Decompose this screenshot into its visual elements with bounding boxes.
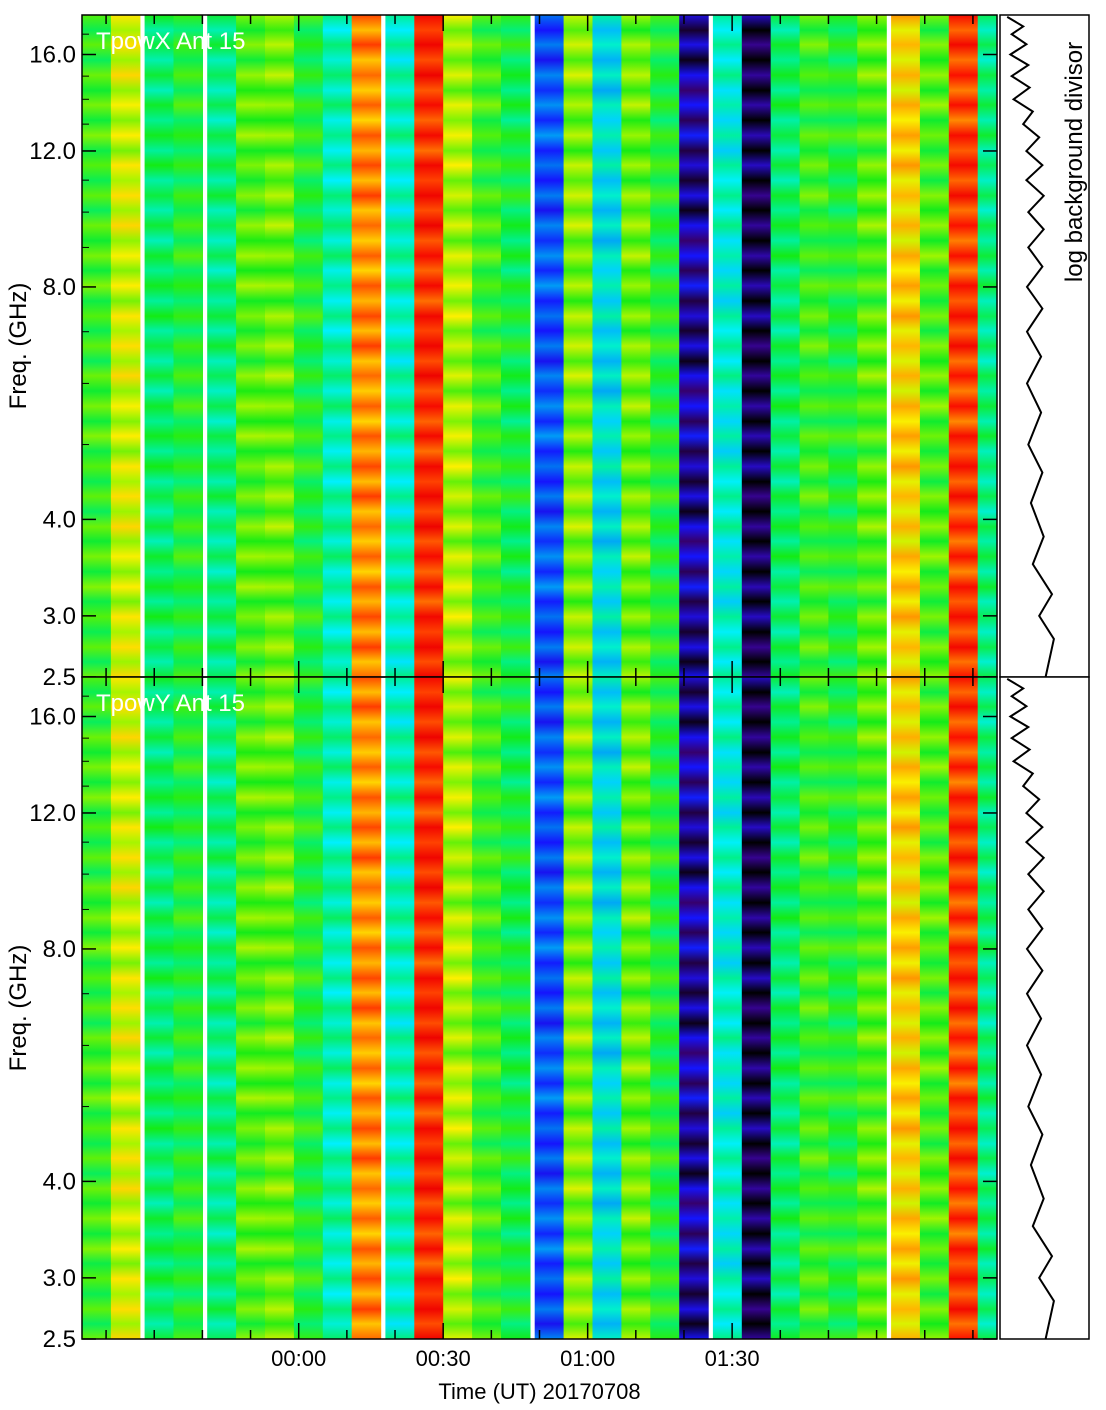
heatmap-column [443,15,473,677]
panel-tpowx: 2.5 3.0 4.0 8.0 12.0 16.0 TpowX Ant 15 Freq. … [5,14,1090,691]
heatmap-column [385,15,415,677]
y-axis-label-tpowy: Freq. (GHz) [5,945,32,1072]
heatmap-column [443,677,473,1339]
heatmap-column [293,677,324,1339]
heatmap-column [679,677,709,1339]
heatmap-column [501,15,531,677]
heatmap-column [828,15,858,677]
heatmap-column [207,677,237,1339]
heatmap-column [351,15,382,677]
y-tick-label: 3.0 [43,1265,76,1292]
divisor-panel-tpowx: log background divisor [999,14,1090,678]
divisor-line-tpowy [1006,678,1055,1340]
heatmap-column [770,677,801,1339]
heatmap-column [144,677,175,1339]
heatmap-column [828,677,858,1339]
panel-label-tpowy: TpowY Ant 15 [96,690,245,717]
y-tick-label: 12.0 [29,138,76,165]
heatmap-column [712,677,743,1339]
heatmap-column [650,15,680,677]
y-axis-tpowx: 2.5 3.0 4.0 8.0 12.0 16.0 [29,33,997,691]
heatmap-columns-tpowy [82,677,998,1339]
y-tick-label: 4.0 [43,506,76,533]
heatmap-column [977,677,998,1339]
heatmap-column [265,677,295,1339]
y-tick-label: 12.0 [29,800,76,827]
y-tick-label: 16.0 [29,703,76,730]
heatmap-column [472,15,502,677]
x-tick-label: 01:30 [705,1346,760,1371]
heatmap-column [385,677,415,1339]
heatmap-column [919,677,950,1339]
heatmap-column [472,677,502,1339]
heatmap-column [563,15,594,677]
heatmap-column [414,677,444,1339]
x-axis-label: Time (UT) 20170708 [438,1379,640,1404]
y-tick-label: 3.0 [43,603,76,630]
y-tick-label: 4.0 [43,1168,76,1195]
heatmap-column [948,677,979,1339]
heatmap-column [857,677,887,1339]
heatmap-column [592,15,622,677]
heatmap-column [110,677,141,1339]
heatmap-column [265,15,295,677]
heatmap-column [857,15,887,677]
y-tick-label: 8.0 [43,274,76,301]
x-tick-label: 01:00 [560,1346,615,1371]
y-axis-label-tpowx: Freq. (GHz) [5,283,32,410]
divisor-line-tpowx [1006,16,1055,678]
x-tick-label: 00:00 [271,1346,326,1371]
heatmap-column [679,15,709,677]
heatmap-column [236,677,266,1339]
heatmap-column [293,15,324,677]
heatmap-column [799,15,830,677]
heatmap-column [534,15,565,677]
y-axis-tpowy: 2.5 3.0 4.0 8.0 12.0 16.0 [29,695,997,1353]
divisor-panel-tpowy [999,676,1090,1340]
y-tick-label: 16.0 [29,41,76,68]
divisor-frame-tpowy [999,676,1090,1340]
x-axis: 00:00 00:30 01:00 01:30 [105,15,974,1371]
heatmap-columns-tpowx [82,15,998,677]
heatmap-column [650,677,680,1339]
heatmap-column [207,15,237,677]
divisor-label: log background divisor [1061,42,1088,282]
heatmap-column [563,677,594,1339]
heatmap-column [741,677,772,1339]
divisor-frame-tpowx [999,14,1090,678]
heatmap-column [144,15,175,677]
y-tick-label: 2.5 [43,1326,76,1353]
panel-label-tpowx: TpowX Ant 15 [96,28,245,55]
heatmap-column [621,677,651,1339]
heatmap-column [741,15,772,677]
heatmap-column [592,677,622,1339]
heatmap-column [82,15,112,677]
heatmap-column [977,15,998,677]
y-tick-label: 8.0 [43,936,76,963]
heatmap-column [891,677,921,1339]
heatmap-column [891,15,921,677]
heatmap-column [236,15,266,677]
heatmap-column [173,677,203,1339]
heatmap-column [948,15,979,677]
heatmap-column [110,15,141,677]
y-tick-label: 2.5 [43,664,76,691]
heatmap-column [173,15,203,677]
heatmap-column [501,677,531,1339]
heatmap-column [770,15,801,677]
panel-tpowy: 2.5 3.0 4.0 8.0 12.0 16.0 TpowY Ant 15 Freq. … [5,676,1090,1353]
heatmap-column [322,677,353,1339]
heatmap-column [621,15,651,677]
heatmap-column [82,677,112,1339]
heatmap-column [322,15,353,677]
heatmap-column [351,677,382,1339]
x-tick-label: 00:30 [416,1346,471,1371]
heatmap-column [712,15,743,677]
heatmap-column [919,15,950,677]
heatmap-column [414,15,444,677]
heatmap-column [534,677,565,1339]
heatmap-column [799,677,830,1339]
